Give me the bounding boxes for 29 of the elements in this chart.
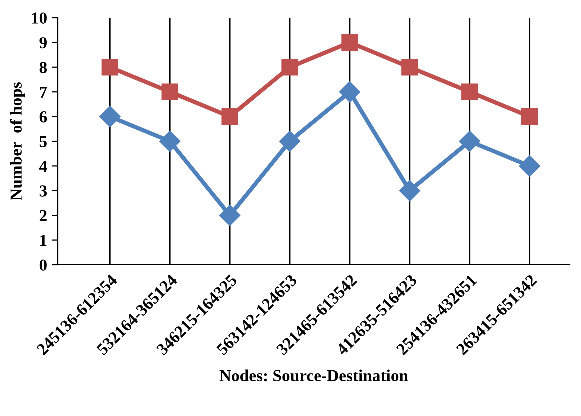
point (282, 59, 298, 76)
y-axis-title: Number of hops (10, 82, 26, 201)
point (280, 130, 301, 152)
point (100, 106, 121, 128)
y-tick-label: 8 (40, 62, 48, 74)
point (462, 84, 478, 100)
point (222, 108, 238, 126)
y-tick-label: 3 (40, 186, 48, 197)
x-axis-title: Nodes: Source-Destination (220, 370, 408, 382)
point (339, 82, 360, 103)
point (160, 130, 181, 152)
y-tick-label: 10 (32, 12, 47, 24)
y-tick-label: 7 (40, 86, 48, 98)
point (220, 205, 241, 226)
y-tick-label: 5 (40, 136, 47, 148)
point (102, 59, 118, 76)
point (162, 84, 178, 100)
y-tick-label: 1 (40, 235, 47, 246)
point (519, 156, 540, 177)
y-tick-label: 6 (40, 112, 48, 123)
y-tick-label: 0 (40, 260, 47, 271)
y-tick-label: 4 (39, 161, 48, 172)
point (402, 59, 418, 76)
point (459, 130, 480, 152)
point (399, 180, 420, 202)
y-tick-label: 9 (40, 37, 47, 49)
point (522, 108, 538, 126)
y-tick-label: 2 (40, 210, 47, 222)
point (342, 34, 358, 52)
